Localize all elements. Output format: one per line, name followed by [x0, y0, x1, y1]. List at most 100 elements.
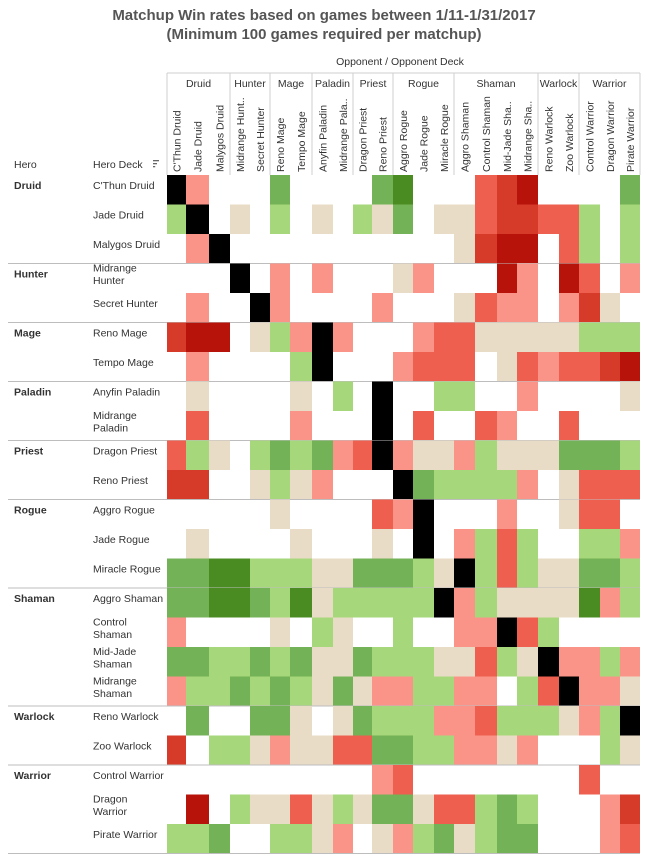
chart-title-line2: (Minimum 100 games required per matchup)	[166, 26, 482, 43]
heatmap-cell	[454, 234, 475, 264]
heatmap-cell	[209, 234, 230, 264]
heatmap-cell	[250, 588, 270, 618]
heatmap-cell	[475, 824, 497, 854]
heatmap-cell	[270, 617, 290, 647]
opponent-deck-label: Zoo Warlock	[564, 113, 576, 172]
heatmap-cell	[579, 263, 600, 293]
hero-deck-label: Reno Mage	[93, 328, 147, 340]
heatmap-cell	[517, 558, 538, 588]
heatmap-cell	[620, 647, 640, 677]
heatmap-cell	[434, 647, 454, 677]
heatmap-cell	[620, 588, 640, 618]
heatmap-cell	[497, 529, 517, 559]
heatmap-cell	[372, 558, 393, 588]
heatmap-cell	[290, 558, 312, 588]
heatmap-cell	[270, 676, 290, 706]
heatmap-cell	[497, 499, 517, 529]
heatmap-cell	[434, 204, 454, 234]
hero-deck-label: Malygos Druid	[93, 239, 160, 251]
heatmap-cell	[600, 529, 620, 559]
heatmap-cell	[413, 411, 434, 441]
heatmap-cell	[454, 794, 475, 824]
hero-deck-label: Jade Rogue	[93, 534, 150, 546]
heatmap-cell	[186, 234, 209, 264]
heatmap-cell	[620, 381, 640, 411]
opponent-deck-label: Dragon Priest	[358, 108, 370, 172]
heatmap-cell	[517, 204, 538, 234]
heatmap-cell	[270, 293, 290, 323]
hero-deck-label: Midrange	[93, 675, 137, 687]
heatmap-cell	[209, 824, 230, 854]
heatmap-cell	[600, 824, 620, 854]
hero-deck-label: Aggro Rogue	[93, 505, 155, 517]
heatmap-cell	[559, 204, 579, 234]
opponent-group-label: Druid	[186, 78, 211, 90]
heatmap-cell	[538, 440, 559, 470]
heatmap-cell	[538, 322, 559, 352]
heatmap-cell	[186, 558, 209, 588]
heatmap-cell	[517, 735, 538, 765]
heatmap-cell	[497, 470, 517, 500]
sort-icon[interactable]	[153, 160, 159, 168]
opponent-deck-label: Anyfin Paladin	[318, 105, 330, 172]
heatmap-cell	[312, 558, 333, 588]
heatmap-cell	[353, 204, 372, 234]
heatmap-cell	[620, 352, 640, 382]
hero-deck-label: Control Warrior	[93, 770, 164, 782]
heatmap-cell	[497, 322, 517, 352]
hero-group-label: Priest	[14, 446, 44, 458]
heatmap-cell	[497, 263, 517, 293]
heatmap-cell	[517, 470, 538, 500]
column-group-label: Opponent / Opponent Deck	[336, 56, 465, 68]
heatmap-cell	[559, 558, 579, 588]
opponent-deck-label: Aggro Shaman	[460, 102, 472, 172]
heatmap-cell	[475, 794, 497, 824]
heatmap-cell	[250, 293, 270, 323]
heatmap-cell	[413, 470, 434, 500]
heatmap-cell	[454, 647, 475, 677]
heatmap-cell	[413, 263, 434, 293]
heatmap-cell	[333, 440, 353, 470]
heatmap-cell	[559, 352, 579, 382]
hero-deck-label: Shaman	[93, 629, 132, 641]
heatmap-cell	[186, 706, 209, 736]
heatmap-cell	[538, 588, 559, 618]
heatmap-cell	[209, 440, 230, 470]
heatmap-cell	[600, 322, 620, 352]
heatmap-cell	[230, 735, 250, 765]
heatmap-cell	[413, 824, 434, 854]
opponent-deck-label: Dragon Warrior	[605, 100, 617, 172]
heatmap-cell	[475, 293, 497, 323]
heatmap-cell	[312, 440, 333, 470]
heatmap-cell	[434, 676, 454, 706]
heatmap-cell	[393, 352, 413, 382]
opponent-deck-label: Tempo Mage	[296, 111, 308, 172]
hero-deck-label: Anyfin Paladin	[93, 387, 160, 399]
heatmap-cell	[250, 647, 270, 677]
heatmap-cell	[434, 322, 454, 352]
heatmap-cell	[559, 676, 579, 706]
heatmap-cell	[497, 824, 517, 854]
heatmap-cell	[559, 322, 579, 352]
heatmap-cell	[475, 676, 497, 706]
heatmap-cell	[372, 411, 393, 441]
heatmap-cell	[454, 735, 475, 765]
heatmap-cell	[559, 440, 579, 470]
heatmap-cell	[600, 588, 620, 618]
heatmap-cell	[600, 706, 620, 736]
heatmap-cell	[517, 352, 538, 382]
heatmap-cell	[290, 322, 312, 352]
heatmap-cell	[393, 765, 413, 795]
heatmap-cell	[186, 175, 209, 205]
heatmap-cell	[290, 529, 312, 559]
heatmap-cell	[270, 499, 290, 529]
hero-deck-label: Dragon Priest	[93, 446, 157, 458]
heatmap-cell	[353, 558, 372, 588]
heatmap-cell	[393, 706, 413, 736]
opponent-deck-label: Reno Mage	[275, 118, 287, 172]
heatmap-cell	[434, 588, 454, 618]
heatmap-cell	[167, 322, 186, 352]
heatmap-cell	[333, 588, 353, 618]
heatmap-cell	[600, 499, 620, 529]
heatmap-cell	[209, 647, 230, 677]
